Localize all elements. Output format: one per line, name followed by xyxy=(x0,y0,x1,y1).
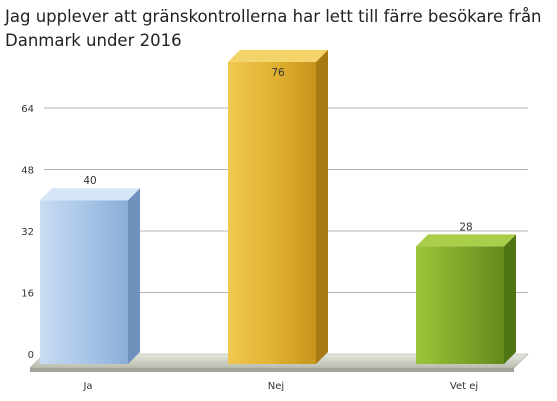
x-tick-label: Ja xyxy=(82,381,92,392)
data-label: 40 xyxy=(83,175,96,187)
floor-edge xyxy=(30,368,514,372)
y-tick-label: 64 xyxy=(21,104,34,115)
bar-side xyxy=(504,234,516,364)
y-tick-label: 48 xyxy=(21,165,34,176)
y-axis-ticks: 0 16 32 48 64 xyxy=(21,104,34,361)
bar-top xyxy=(40,188,140,201)
bar-top xyxy=(228,49,328,62)
bar-front xyxy=(40,200,128,364)
data-label: 28 xyxy=(459,221,472,233)
bars: 40 76 28 xyxy=(40,49,516,365)
bar-side xyxy=(128,188,140,364)
x-tick-label: Nej xyxy=(268,381,284,392)
bar-front xyxy=(228,61,316,365)
y-tick-label: 16 xyxy=(21,288,34,299)
y-tick-label: 32 xyxy=(21,227,34,238)
x-tick-label: Vet ej xyxy=(450,381,478,392)
bar-side xyxy=(316,49,328,365)
data-label: 76 xyxy=(271,67,285,79)
y-tick-label: 0 xyxy=(28,350,34,361)
chart-title: Jag upplever att gränskontrollerna har l… xyxy=(5,7,542,50)
bar-nej: 76 xyxy=(228,49,328,365)
x-axis-labels: Ja Nej Vet ej xyxy=(82,381,478,392)
bar-vet-ej: 28 xyxy=(416,221,516,364)
bar-ja: 40 xyxy=(40,175,140,364)
bar-top xyxy=(416,234,516,247)
bar-front xyxy=(416,246,504,364)
